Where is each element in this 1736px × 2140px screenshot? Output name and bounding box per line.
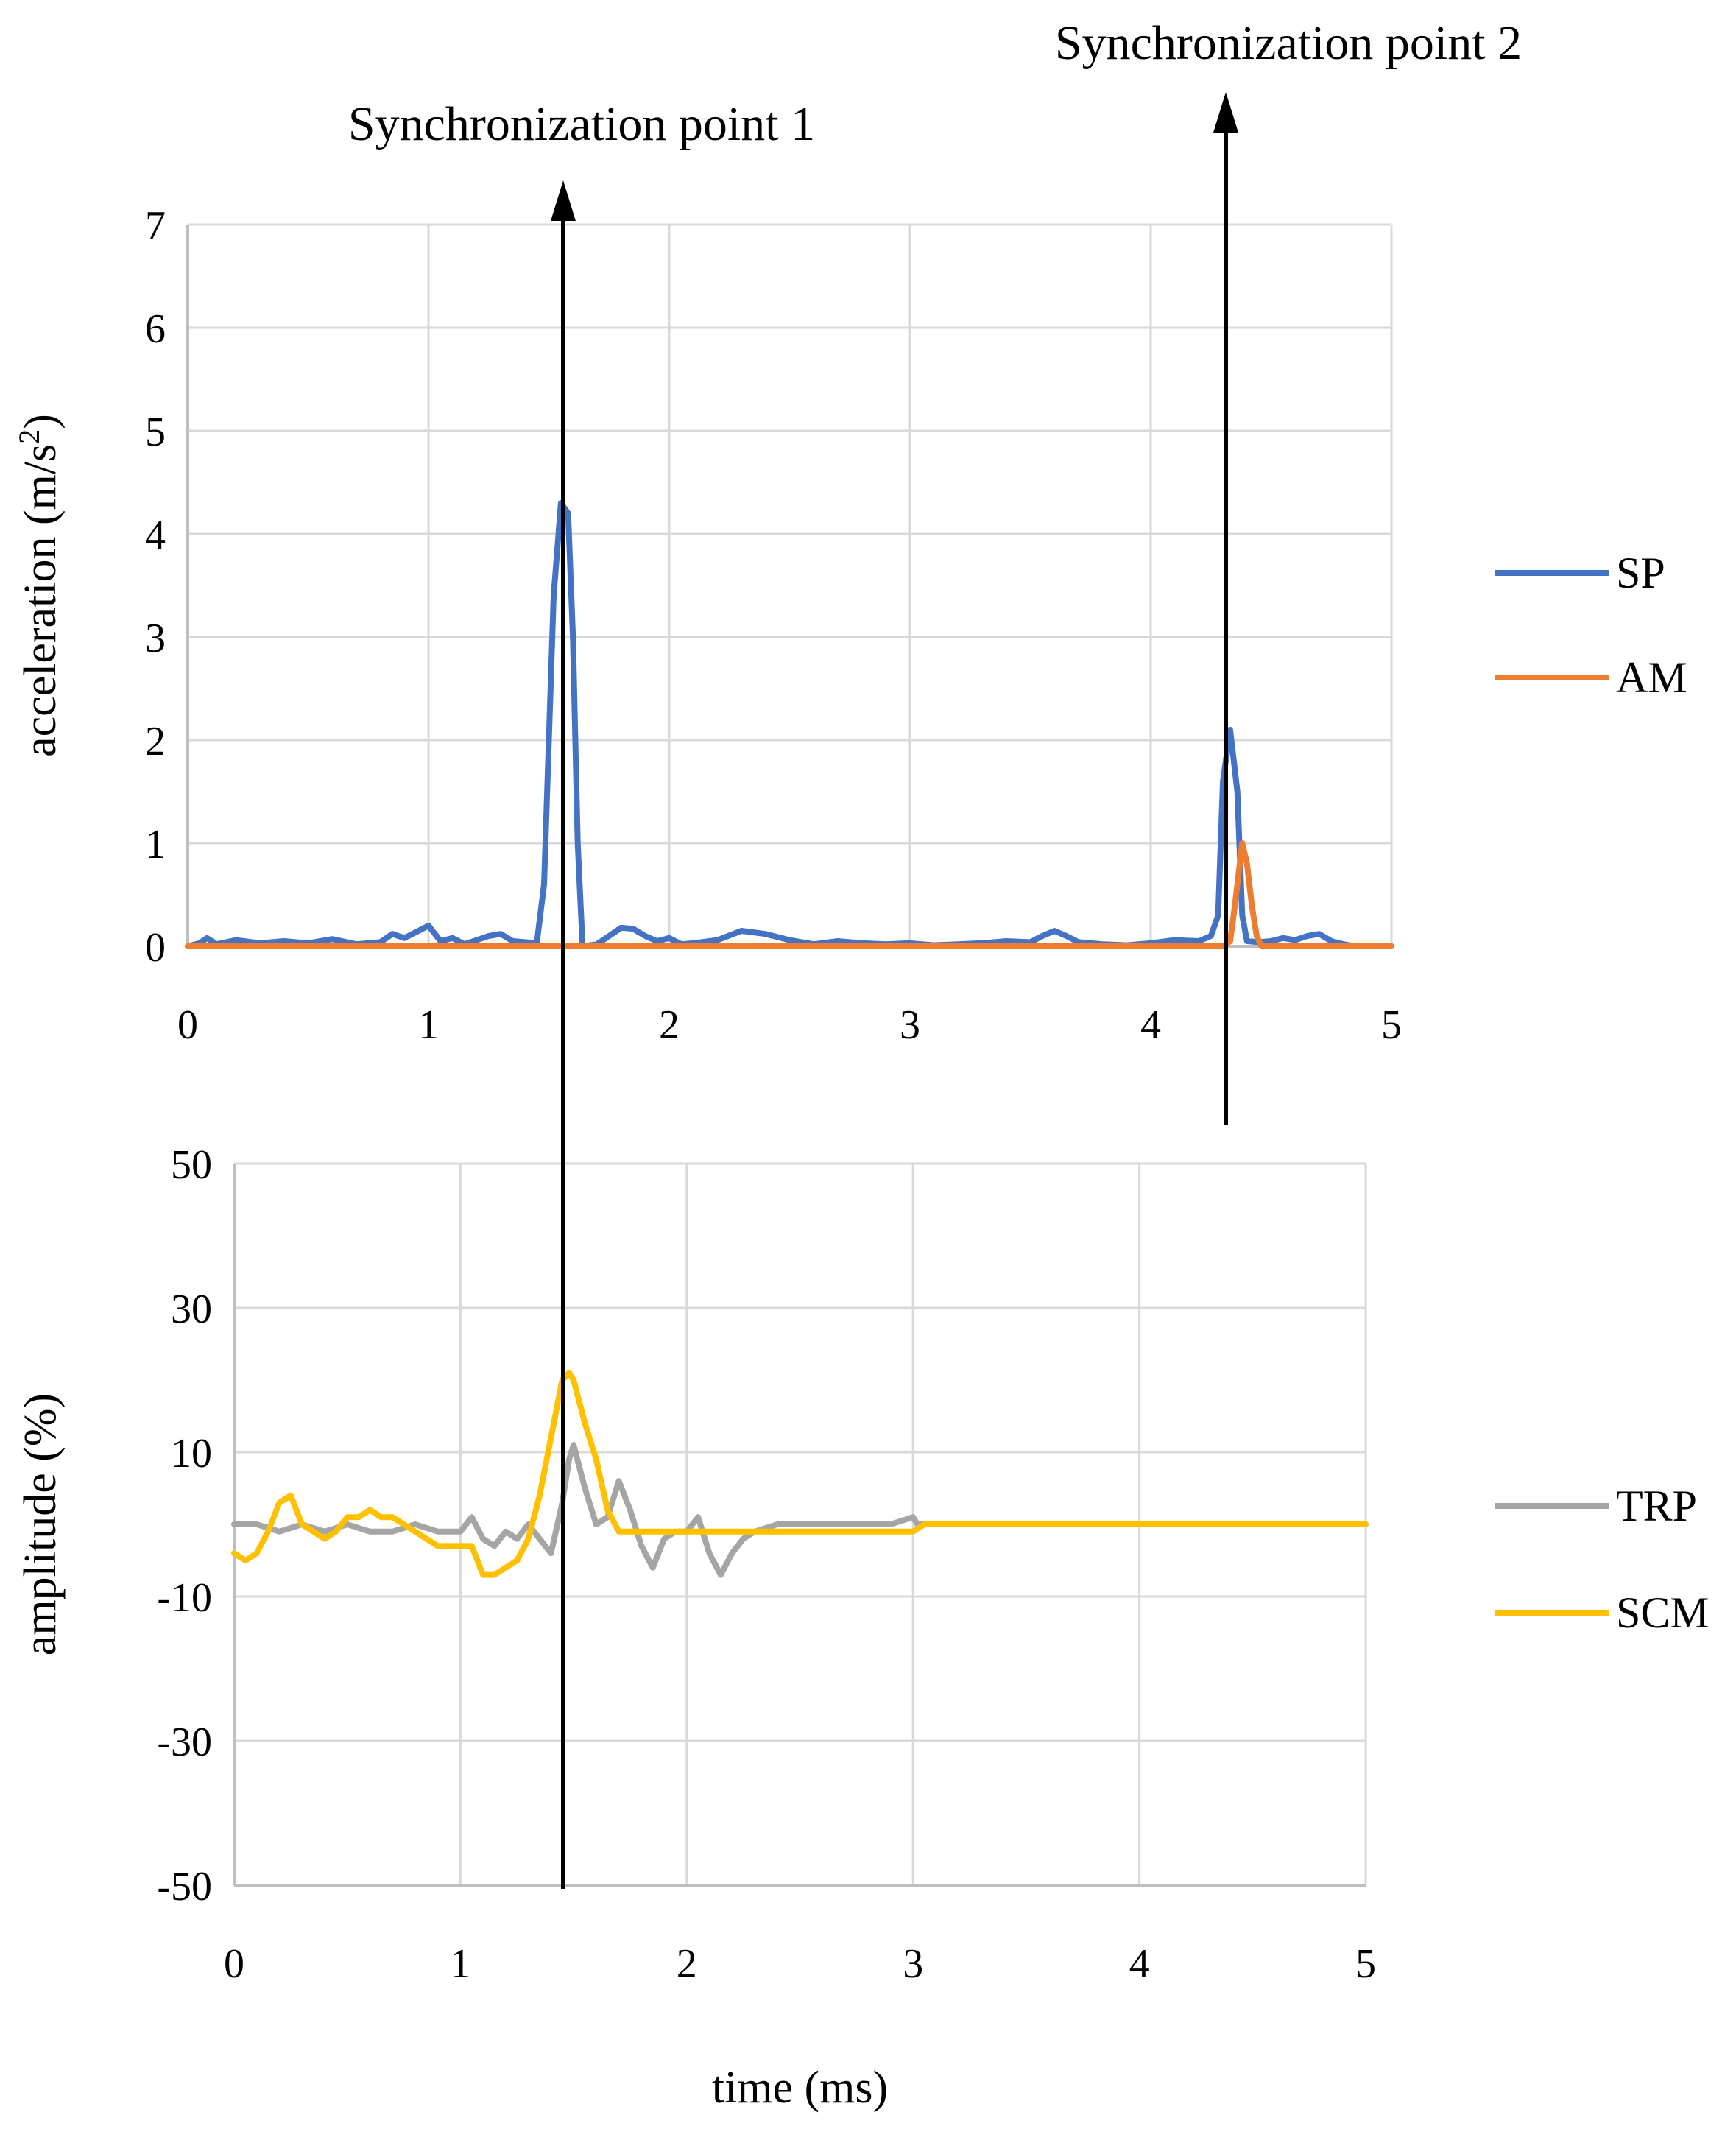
x-axis-label: time (ms) — [712, 2063, 888, 2113]
y-tick-label-6: 6 — [145, 306, 166, 352]
y-tick-label-5: -50 — [157, 1864, 212, 1910]
x-tick-label-4: 4 — [1140, 1002, 1161, 1048]
legend-label-trp: TRP — [1616, 1482, 1697, 1530]
y-tick-label-4: 4 — [145, 513, 166, 558]
x-tick-label-3: 3 — [903, 1941, 923, 1987]
legend-label-sp: SP — [1616, 549, 1665, 597]
y-tick-label-2: 10 — [171, 1431, 212, 1476]
series-line-trp — [231, 1442, 1369, 1578]
x-tick-label-5: 5 — [1355, 1941, 1376, 1987]
y-axis-label: acceleration (m/s2) — [13, 414, 66, 757]
legend-label-scm: SCM — [1616, 1588, 1709, 1637]
y-tick-label-7: 7 — [145, 203, 166, 249]
y-tick-label-3: 3 — [145, 616, 166, 661]
sync-arrowhead-1 — [551, 180, 576, 221]
y-axis-label: amplitude (%) — [15, 1393, 66, 1655]
y-tick-label-0: 0 — [145, 925, 166, 971]
x-tick-label-3: 3 — [900, 1002, 920, 1048]
sync-label-2: Synchronization point 2 — [1055, 16, 1522, 70]
x-tick-label-5: 5 — [1381, 1002, 1402, 1048]
y-tick-label-3: -10 — [157, 1575, 212, 1621]
y-tick-label-1: 30 — [171, 1287, 212, 1332]
y-tick-label-0: 50 — [171, 1142, 212, 1188]
series-line-sp — [185, 500, 1394, 949]
y-tick-label-2: 2 — [145, 719, 166, 764]
x-tick-label-1: 1 — [450, 1941, 470, 1987]
x-tick-label-1: 1 — [418, 1002, 439, 1048]
bottom-chart: 0 1 2 3 4 5 50 30 10 -10 -30 -50 amplitude (%) time (… — [15, 1142, 1709, 2113]
annotations: Synchronization point 1 Synchronization p… — [348, 16, 1522, 1889]
sync-arrowhead-2 — [1213, 92, 1238, 133]
x-tick-label-2: 2 — [659, 1002, 680, 1048]
y-tick-label-4: -30 — [157, 1720, 212, 1765]
sync-label-1: Synchronization point 1 — [348, 97, 815, 151]
top-chart: 0 1 2 3 4 5 0 1 2 3 4 5 6 7 acceleration (m/s2) SP AM — [13, 203, 1687, 1048]
y-tick-label-5: 5 — [145, 409, 166, 455]
y-tick-label-1: 1 — [145, 822, 166, 867]
x-tick-label-4: 4 — [1129, 1941, 1150, 1987]
x-tick-label-0: 0 — [177, 1002, 198, 1048]
legend-label-am: AM — [1616, 653, 1687, 702]
x-tick-label-2: 2 — [677, 1941, 697, 1987]
x-tick-label-0: 0 — [224, 1941, 244, 1987]
series-line-scm — [231, 1370, 1369, 1578]
series-line-am — [185, 840, 1394, 949]
